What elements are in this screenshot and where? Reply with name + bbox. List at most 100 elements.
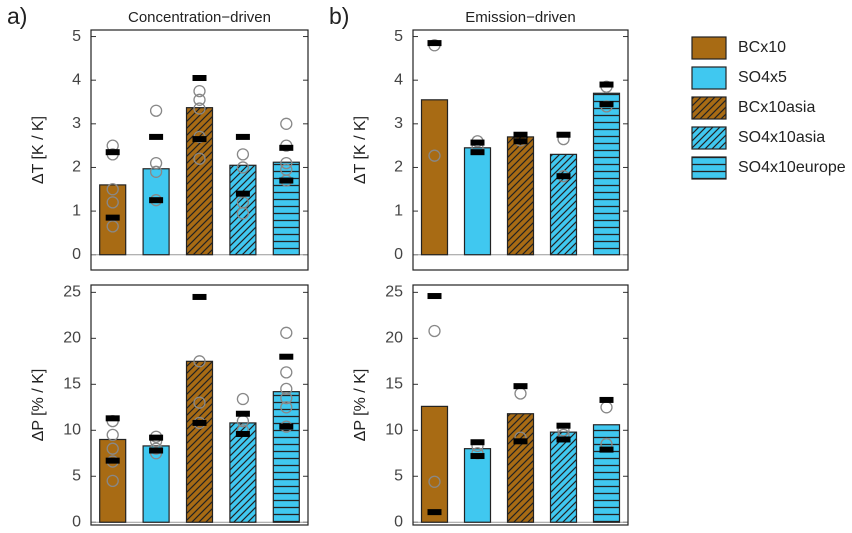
range-dash (105, 149, 120, 156)
y-tick-label: 5 (72, 467, 81, 484)
bar (549, 431, 578, 523)
legend-swatch (691, 96, 727, 120)
range-dash (105, 214, 120, 221)
bar (420, 405, 449, 523)
range-dash (427, 40, 442, 47)
model-circle (428, 324, 441, 338)
panel-label: b) (329, 3, 349, 29)
bar (549, 153, 578, 256)
model-circle (193, 93, 206, 106)
range-dash (427, 293, 442, 300)
y-tick-label: 15 (63, 376, 81, 393)
bar (185, 360, 214, 523)
range-dash (599, 81, 614, 88)
legend-swatch (691, 126, 727, 150)
panel-frame (412, 29, 629, 271)
bar (592, 424, 621, 523)
range-dash (599, 101, 614, 108)
y-tick-label: 0 (72, 246, 81, 263)
range-dash (279, 423, 294, 430)
y-tick-label: 0 (72, 513, 81, 530)
panel-frame (90, 29, 309, 271)
y-tick-label: 10 (63, 422, 81, 439)
range-dash (279, 177, 294, 184)
range-dash (470, 453, 485, 460)
model-circle (236, 161, 250, 174)
model-circle (149, 104, 163, 117)
y-tick-label: 5 (72, 28, 81, 45)
model-circle (193, 84, 206, 98)
model-circle (280, 401, 293, 414)
legend-swatch (691, 36, 727, 60)
y-tick-label: 4 (394, 71, 403, 88)
bar (272, 391, 300, 523)
bar (229, 164, 257, 256)
model-circle (106, 474, 119, 488)
model-circle (280, 326, 293, 339)
y-axis-label: ΔT [K / K] (30, 116, 47, 184)
model-circle (280, 391, 293, 405)
y-tick-label: 25 (63, 284, 81, 301)
range-dash (149, 434, 164, 441)
model-circle (514, 387, 527, 400)
model-circle (428, 475, 441, 488)
model-circle (280, 366, 293, 379)
bar (463, 147, 492, 256)
y-tick-label: 4 (72, 71, 81, 88)
model-circle (280, 156, 293, 170)
model-circle (428, 149, 441, 162)
y-tick-label: 0 (394, 513, 403, 530)
panel-frame (412, 284, 629, 526)
range-dash (470, 149, 485, 156)
legend-label: SO4x10asia (738, 129, 825, 146)
model-circle (193, 102, 206, 115)
range-dash (192, 75, 207, 81)
model-circle (193, 152, 206, 165)
range-dash (599, 396, 614, 403)
model-circle (280, 117, 293, 130)
bar (142, 168, 170, 256)
model-circle (236, 207, 250, 220)
y-tick-label: 0 (394, 246, 403, 263)
range-dash (556, 422, 571, 429)
range-dash (192, 136, 207, 143)
range-dash (235, 430, 250, 437)
range-dash (470, 139, 485, 146)
bar (506, 413, 535, 523)
bar (185, 107, 214, 256)
bar (142, 445, 170, 523)
range-dash (149, 133, 164, 140)
model-circle (149, 165, 163, 178)
model-circle (193, 355, 206, 368)
y-axis-label: ΔP [% / K] (30, 369, 47, 442)
legend-label: BCx10 (738, 39, 786, 56)
y-tick-label: 3 (72, 115, 81, 132)
model-circle (193, 396, 206, 409)
panel-title: Emission−driven (465, 9, 575, 26)
y-axis-label: ΔP [% / K] (352, 369, 369, 442)
model-circle (280, 382, 293, 396)
model-circle (600, 401, 613, 414)
range-dash (427, 509, 442, 516)
range-dash (470, 439, 485, 446)
range-dash (149, 447, 164, 454)
bar (463, 448, 492, 523)
panel-frame (90, 284, 309, 526)
range-dash (279, 353, 294, 360)
model-circle (106, 428, 119, 442)
legend-label: SO4x5 (738, 69, 787, 86)
range-dash (513, 438, 528, 445)
y-tick-label: 25 (385, 284, 403, 301)
y-tick-label: 3 (394, 115, 403, 132)
y-tick-label: 20 (63, 330, 81, 347)
y-tick-label: 2 (394, 159, 403, 176)
panel-label: a) (7, 3, 27, 29)
range-dash (149, 197, 164, 204)
model-circle (106, 442, 119, 455)
model-circle (236, 148, 250, 161)
model-circle (236, 392, 250, 406)
y-tick-label: 2 (72, 159, 81, 176)
range-dash (235, 133, 250, 140)
range-dash (105, 415, 120, 422)
legend-label: BCx10asia (738, 99, 815, 116)
